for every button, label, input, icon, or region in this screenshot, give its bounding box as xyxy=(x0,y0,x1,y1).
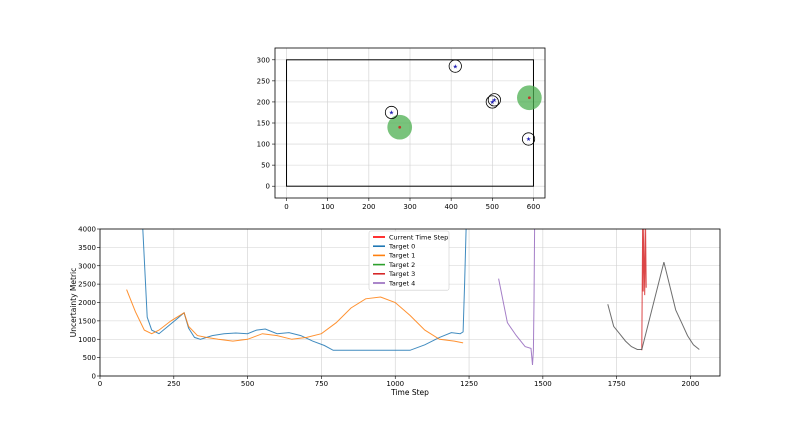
x-tick-label: 1750 xyxy=(608,380,626,388)
target-ring xyxy=(487,93,501,107)
target-ring xyxy=(521,132,536,146)
y-tick-label: 2500 xyxy=(78,281,96,289)
x-tick-label: 300 xyxy=(403,203,416,211)
series-line-target-0 xyxy=(142,229,467,351)
target-ring xyxy=(485,95,499,109)
series-line-target-3 xyxy=(641,229,647,351)
scene-plot: ★★★★★0 100 200 300 400 500 6000501001502002503… xyxy=(257,47,546,211)
target-marker: ★ xyxy=(490,99,495,106)
y-tick-label: 150 xyxy=(257,120,270,128)
target-marker: ★ xyxy=(492,97,497,104)
x-tick-label: 0 xyxy=(98,380,102,388)
y-tick-label: 250 xyxy=(257,77,270,85)
target-ring xyxy=(384,105,399,120)
x-tick-label: 250 xyxy=(167,380,180,388)
y-tick-label: 3000 xyxy=(78,262,96,270)
series-line-target-1 xyxy=(126,289,464,344)
legend-label: Target 0 xyxy=(388,243,415,251)
y-tick-label: 50 xyxy=(261,162,270,170)
x-tick-label: 1000 xyxy=(386,380,404,388)
x-tick-label: 400 xyxy=(444,203,457,211)
area-boundary xyxy=(286,59,534,187)
x-axis-label: Time Step xyxy=(390,388,429,397)
target-ring xyxy=(448,59,462,73)
series-line-target-4 xyxy=(498,229,536,366)
uncertainty-plot: 0 250 500 750 1000 1250 1500 1750 2000 0 500 1000 15… xyxy=(69,226,721,397)
y-tick-label: 3500 xyxy=(78,244,96,252)
x-tick-label: 1250 xyxy=(460,380,478,388)
x-tick-label: 750 xyxy=(315,380,328,388)
y-tick-label: 100 xyxy=(257,141,270,149)
target-marker: ★ xyxy=(389,110,394,117)
series-line-unlabeled xyxy=(607,261,700,350)
target-marker: ★ xyxy=(453,63,458,70)
y-tick-label: 4000 xyxy=(78,226,96,234)
y-tick-label: 2000 xyxy=(78,299,96,307)
legend-label: Target 1 xyxy=(388,252,415,260)
y-tick-label: 1500 xyxy=(78,317,96,325)
sensor-point xyxy=(527,96,531,100)
sensor-point xyxy=(398,125,402,129)
x-tick-label: 200 xyxy=(362,203,375,211)
x-tick-label: 500 xyxy=(241,380,254,388)
legend-label: Current Time Step xyxy=(389,233,448,241)
x-tick-label: 2000 xyxy=(682,380,700,388)
legend-box xyxy=(368,230,450,291)
x-tick-label: 0 xyxy=(284,203,288,211)
y-tick-label: 1000 xyxy=(78,336,96,344)
y-tick-label: 200 xyxy=(257,98,270,106)
y-tick-label: 0 xyxy=(92,373,96,381)
y-tick-label: 500 xyxy=(83,354,96,362)
x-tick-label: 600 xyxy=(527,203,540,211)
x-tick-label: 500 xyxy=(486,203,499,211)
legend-label: Target 4 xyxy=(388,279,415,287)
y-axis-label: Uncertainty Metric xyxy=(69,268,78,338)
y-tick-label: 0 xyxy=(266,183,270,191)
y-tick-label: 300 xyxy=(257,56,270,64)
legend-label: Target 2 xyxy=(388,261,415,269)
x-tick-label: 1500 xyxy=(534,380,552,388)
series-group xyxy=(126,229,700,366)
legend-label: Target 3 xyxy=(388,270,415,278)
target-marker: ★ xyxy=(526,136,531,143)
x-tick-label: 100 xyxy=(321,203,334,211)
